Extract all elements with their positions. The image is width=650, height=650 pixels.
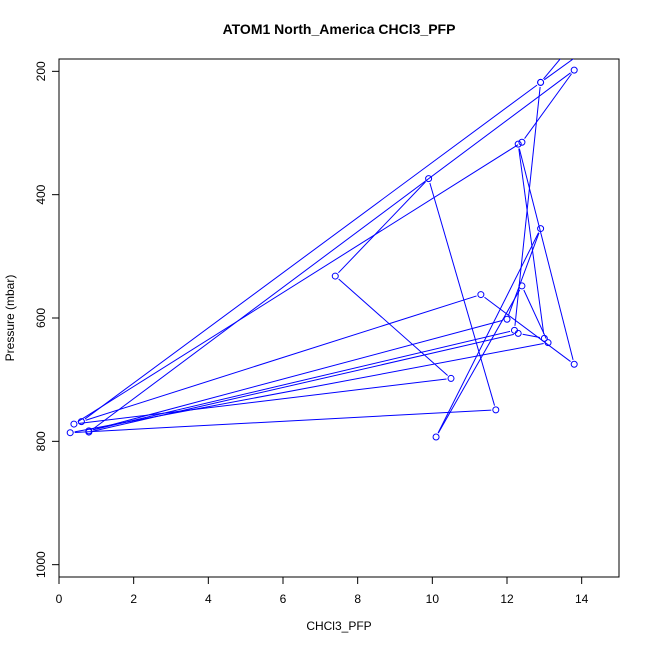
x-tick-label: 8 <box>354 592 361 606</box>
y-tick-label: 400 <box>34 184 48 204</box>
series-segment <box>84 84 538 420</box>
series-segment <box>484 296 571 362</box>
series-segment <box>429 182 496 406</box>
y-tick-label: 200 <box>34 61 48 81</box>
data-point <box>540 334 548 342</box>
data-point <box>425 175 433 183</box>
series-segment <box>92 72 571 430</box>
data-point <box>518 282 526 290</box>
series-segment <box>338 181 426 274</box>
data-point <box>567 44 573 50</box>
series-segment <box>93 333 514 432</box>
data-point <box>537 78 545 86</box>
data-point <box>514 329 522 337</box>
data-point <box>537 225 545 233</box>
x-tick-label: 14 <box>575 592 589 606</box>
data-point <box>331 272 339 280</box>
series-segment <box>518 148 545 334</box>
x-axis-label: CHCl3_PFP <box>306 619 371 633</box>
y-axis: 200 400 600 800 1000 <box>34 61 60 578</box>
data-point <box>570 66 578 74</box>
data-point <box>77 418 85 426</box>
series-segment <box>74 409 492 433</box>
data-point <box>85 428 93 436</box>
x-axis: 0 2 4 6 8 10 12 14 <box>56 576 589 606</box>
data-point <box>514 140 522 148</box>
series-segment <box>437 232 540 434</box>
series-segment <box>543 59 574 81</box>
series-segment <box>524 73 572 139</box>
series-segment <box>93 319 503 431</box>
series-segment <box>523 289 547 339</box>
y-tick-label: 600 <box>34 308 48 328</box>
data-point <box>477 291 485 299</box>
data-point <box>503 315 511 323</box>
data-point <box>66 429 74 437</box>
data-point <box>70 420 78 428</box>
data-point <box>570 360 578 368</box>
data-point <box>492 406 500 414</box>
x-tick-label: 4 <box>205 592 212 606</box>
series-segment <box>338 278 448 376</box>
y-tick-label: 1000 <box>34 551 48 578</box>
x-tick-label: 12 <box>500 592 514 606</box>
data-point <box>544 339 552 347</box>
series-segment <box>74 343 544 433</box>
chart-title: ATOM1 North_America CHCl3_PFP <box>223 21 456 37</box>
x-tick-label: 2 <box>130 592 137 606</box>
data-point <box>447 374 455 382</box>
series-segment <box>78 378 447 425</box>
data-point <box>432 433 440 441</box>
y-axis-label: Pressure (mbar) <box>3 275 17 362</box>
x-tick-label: 6 <box>280 592 287 606</box>
series-segment <box>518 148 574 361</box>
data-point <box>518 138 526 146</box>
data-point <box>579 50 585 56</box>
series-segment <box>77 144 519 423</box>
x-tick-label: 10 <box>426 592 440 606</box>
series-segment <box>85 295 477 421</box>
x-tick-label: 0 <box>56 592 63 606</box>
series-segment <box>543 59 561 80</box>
y-tick-label: 800 <box>34 431 48 451</box>
